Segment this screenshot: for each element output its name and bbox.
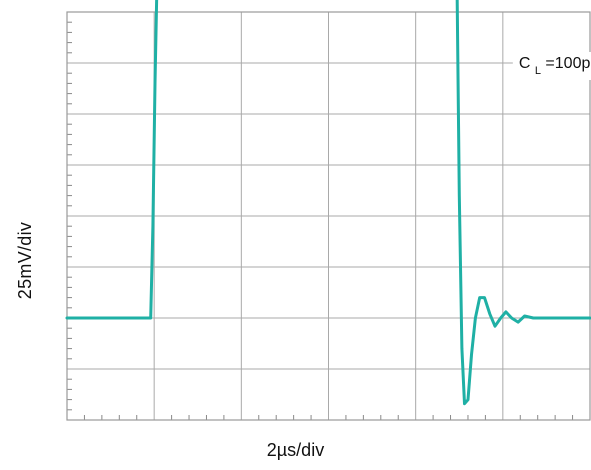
- plot-frame: [66, 11, 591, 421]
- plot-grid: [67, 12, 590, 420]
- y-axis-label: 25mV/div: [15, 221, 36, 299]
- waveform-trace: [65, 0, 591, 406]
- annotation-value: =100pF: [545, 55, 591, 72]
- x-axis-label: 2µs/div: [266, 440, 325, 460]
- y-axis-label-box: 25mV/div: [6, 200, 46, 320]
- capacitance-annotation: C L =100pF: [512, 52, 591, 80]
- annotation-subscript: L: [535, 65, 541, 77]
- svg-text:C L =100pF: C L =100pF: [519, 55, 591, 77]
- annotation-symbol: C: [519, 55, 531, 72]
- minor-ticks: [67, 21, 574, 420]
